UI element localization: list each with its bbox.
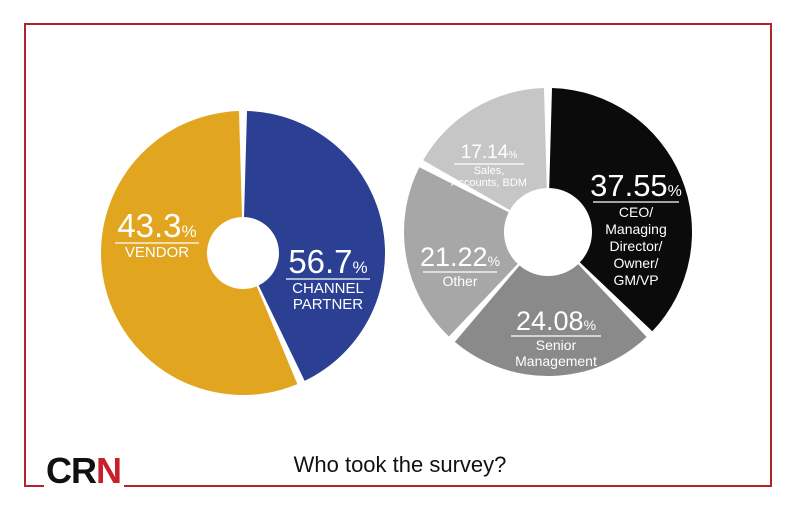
- slice-value-number: 37.55: [590, 168, 668, 203]
- slice-category-label: CHANNEL: [292, 280, 364, 297]
- donut-slice: [423, 88, 547, 211]
- donut-slice: [454, 264, 647, 376]
- footer-title: Who took the survey?: [293, 452, 507, 477]
- slice-value-number: 21.22: [420, 242, 488, 272]
- slice-category-label: Management: [515, 353, 597, 369]
- donut-slice: [404, 167, 518, 337]
- slice-label-group: 17.14%Sales,Accounts, BDM: [451, 142, 527, 189]
- donut-chart-title: 37.55%CEO/ManagingDirector/Owner/GM/VP24…: [404, 88, 692, 376]
- slice-value-label: 21.22%: [420, 242, 500, 272]
- slice-category-label: Accounts, BDM: [451, 177, 527, 189]
- slice-value-number: 24.08: [516, 306, 584, 336]
- donut-slice: [101, 111, 298, 395]
- slice-category-label: Owner/: [613, 255, 658, 271]
- slice-value-number: 17.14: [461, 142, 509, 163]
- donut-slice: [244, 111, 385, 381]
- slice-value-label: 43.3%: [117, 207, 196, 244]
- slice-label-group: 21.22%Other: [420, 242, 500, 289]
- slice-value-label: 17.14%: [461, 142, 518, 163]
- slice-value-unit: %: [584, 317, 596, 333]
- slice-value-label: 24.08%: [516, 306, 596, 336]
- slice-category-label: Other: [442, 273, 477, 289]
- slice-value-number: 56.7: [288, 243, 352, 280]
- svg-text:N: N: [96, 450, 122, 490]
- slice-category-label: PARTNER: [293, 296, 363, 313]
- slice-category-label: Director/: [610, 238, 663, 254]
- slice-value-label: 56.7%: [288, 243, 367, 280]
- crn-logo: C R N: [44, 450, 124, 490]
- slice-category-label: VENDOR: [125, 244, 189, 261]
- slice-value-unit: %: [668, 183, 682, 200]
- slice-category-label: Managing: [605, 221, 667, 237]
- slice-value-unit: %: [353, 258, 368, 277]
- slice-label-group: 43.3%VENDOR: [115, 207, 199, 261]
- svg-text:C: C: [46, 450, 72, 490]
- slice-category-label: Sales,: [474, 165, 505, 177]
- slice-category-label: CEO/: [619, 204, 653, 220]
- slice-value-unit: %: [182, 222, 197, 241]
- slice-value-label: 37.55%: [590, 168, 682, 203]
- chart-frame: [24, 23, 772, 487]
- slice-category-label: GM/VP: [613, 272, 658, 288]
- slice-category-label: Senior: [536, 337, 577, 353]
- slice-value-unit: %: [488, 253, 500, 269]
- svg-text:R: R: [71, 450, 97, 490]
- slice-value-number: 43.3: [117, 207, 181, 244]
- slice-value-unit: %: [508, 150, 517, 161]
- donut-slice: [549, 88, 692, 332]
